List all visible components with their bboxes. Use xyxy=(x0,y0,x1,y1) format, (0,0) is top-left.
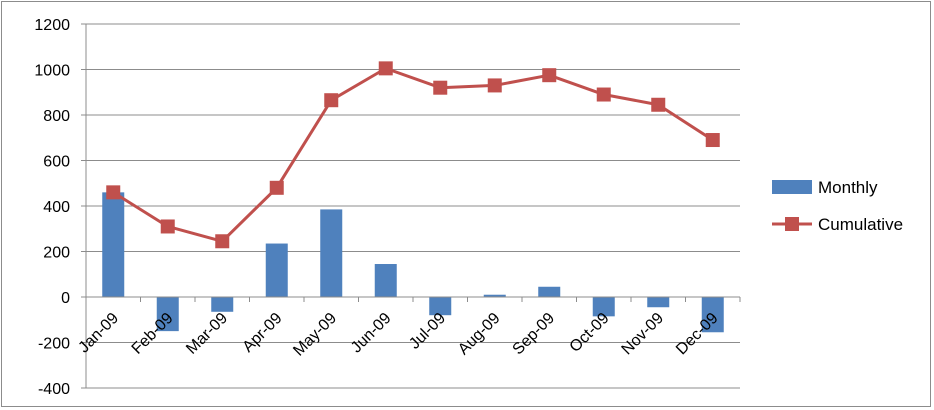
x-tick-label: May-09 xyxy=(290,310,340,360)
cumulative-line xyxy=(106,61,720,249)
monthly-bar xyxy=(647,297,670,308)
cumulative-marker xyxy=(269,180,284,195)
monthly-bar xyxy=(374,264,397,297)
cumulative-marker xyxy=(106,185,121,200)
monthly-bar xyxy=(265,243,288,297)
cumulative-marker xyxy=(378,61,393,76)
monthly-bars xyxy=(102,192,724,333)
y-tick-label: -400 xyxy=(38,381,70,398)
cumulative-marker xyxy=(705,133,720,148)
x-tick-label: Jul-09 xyxy=(406,310,449,353)
monthly-bar xyxy=(429,297,452,316)
y-tick-label: 600 xyxy=(43,154,70,171)
monthly-bar xyxy=(701,297,724,333)
x-tick-label: Aug-09 xyxy=(455,310,504,359)
x-tick-label: Apr-09 xyxy=(240,310,286,356)
monthly-bar xyxy=(592,297,615,317)
x-tick-label: Oct-09 xyxy=(567,310,613,356)
y-tick-label: 800 xyxy=(43,108,70,125)
x-tick-label: Feb-09 xyxy=(129,310,177,358)
y-tick-label: 0 xyxy=(61,290,70,307)
y-tick-label: 200 xyxy=(43,245,70,262)
x-tick-label: Jun-09 xyxy=(348,310,395,357)
x-tick-label: Jan-09 xyxy=(75,310,122,357)
monthly-bar xyxy=(156,297,179,332)
monthly-bar xyxy=(483,294,506,297)
cumulative-series-line xyxy=(112,66,714,243)
monthly-bar xyxy=(102,192,125,297)
cumulative-marker xyxy=(433,80,448,95)
y-axis-tick-labels: -400 -200 0 200 400 600 800 1000 1200 xyxy=(34,17,70,398)
y-tick-label: 1000 xyxy=(34,63,70,80)
gridlines xyxy=(86,23,740,389)
legend-label-monthly: Monthly xyxy=(818,178,878,197)
x-tick-label: Dec-09 xyxy=(673,310,722,359)
cumulative-marker xyxy=(324,93,339,108)
legend-swatch-monthly xyxy=(772,180,812,194)
monthly-bar xyxy=(538,286,561,297)
x-tick-label: Sep-09 xyxy=(510,310,559,359)
cumulative-marker xyxy=(487,78,502,93)
monthly-bar xyxy=(211,297,234,312)
legend: Monthly Cumulative xyxy=(772,178,903,234)
cumulative-marker xyxy=(542,68,557,83)
cumulative-marker xyxy=(651,97,666,112)
y-tick-label: -200 xyxy=(38,336,70,353)
monthly-bar xyxy=(320,209,343,297)
cumulative-marker xyxy=(215,234,230,249)
y-tick-label: 1200 xyxy=(34,17,70,34)
cumulative-marker xyxy=(160,219,175,234)
legend-marker-cumulative xyxy=(785,217,799,231)
axes xyxy=(81,23,741,389)
x-tick-label: Nov-09 xyxy=(619,310,668,359)
cumulative-marker xyxy=(596,87,611,102)
x-tick-label: Mar-09 xyxy=(183,310,231,358)
y-tick-label: 400 xyxy=(43,199,70,216)
legend-label-cumulative: Cumulative xyxy=(818,215,903,234)
